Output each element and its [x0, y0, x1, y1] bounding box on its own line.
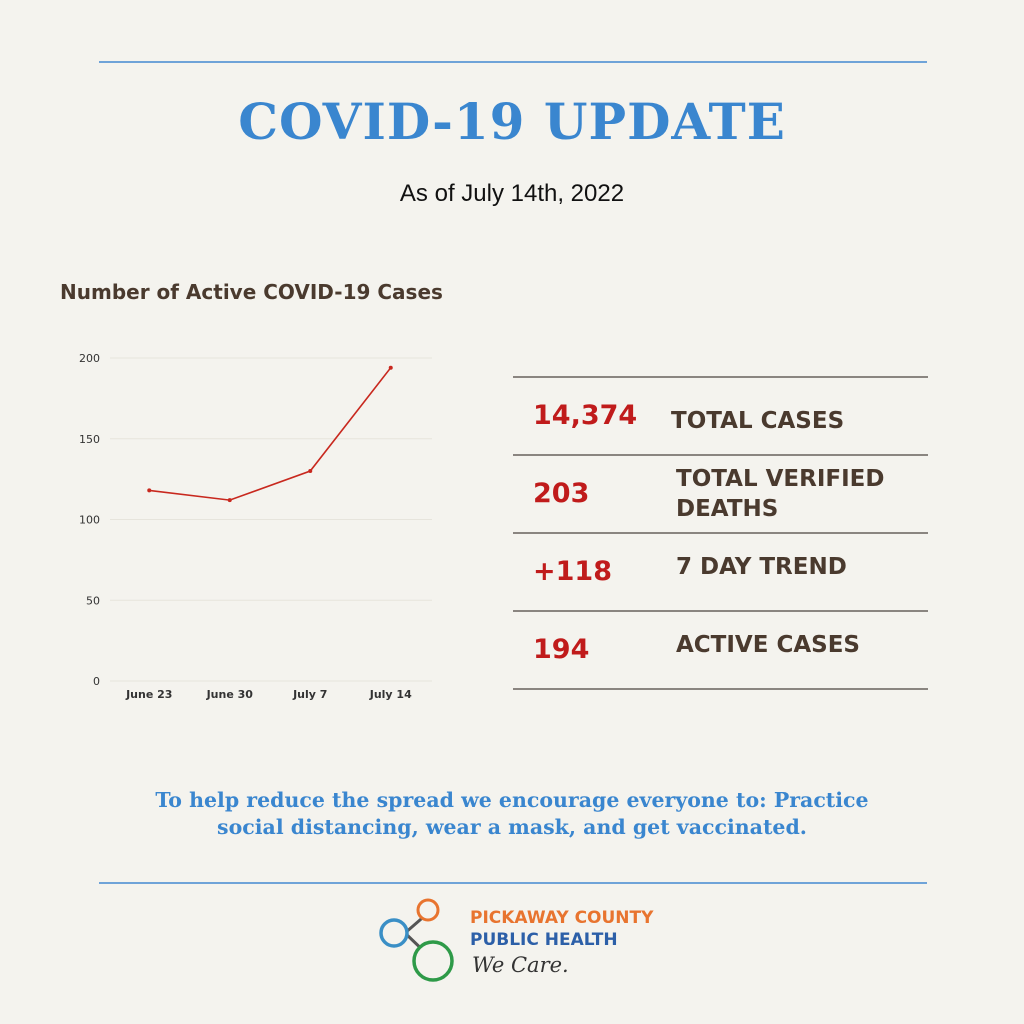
series-line [149, 367, 392, 501]
stat-total-cases: 14,374 TOTAL CASES [513, 376, 928, 454]
stat-label: 7 DAY TREND [676, 554, 847, 580]
top-divider [99, 61, 927, 63]
stat-label: TOTAL VERIFIED DEATHS [676, 466, 885, 522]
stat-total-deaths: 203 TOTAL VERIFIED DEATHS [513, 454, 928, 532]
logo-tagline: We Care. [472, 953, 569, 977]
page-title: COVID-19 UPDATE [238, 92, 786, 151]
y-tick-label: 50 [86, 594, 100, 607]
data-point [227, 498, 232, 503]
health-dept-logo-icon [379, 898, 454, 982]
stat-label: ACTIVE CASES [676, 632, 860, 658]
stat-value: 203 [533, 478, 590, 509]
stat-label: TOTAL CASES [671, 408, 845, 434]
data-point [147, 488, 152, 493]
x-tick-label: July 14 [369, 688, 412, 701]
stat-seven-day-trend: +118 7 DAY TREND [513, 532, 928, 610]
stats-panel: 14,374 TOTAL CASES 203 TOTAL VERIFIED DE… [513, 376, 928, 690]
x-tick-label: June 30 [206, 688, 254, 701]
bottom-divider [99, 882, 927, 884]
prevention-message: To help reduce the spread we encourage e… [155, 788, 869, 839]
chart-title: Number of Active COVID-19 Cases [60, 280, 443, 304]
active-cases-chart: 0 50 100 150 200 June 23 June 30 July 7 July 14 [79, 352, 432, 701]
x-tick-label: June 23 [125, 688, 172, 701]
y-tick-label: 150 [79, 433, 100, 446]
stat-value: +118 [533, 556, 612, 587]
stat-value: 194 [533, 634, 590, 665]
y-tick-label: 100 [79, 514, 100, 527]
y-tick-label: 200 [79, 352, 100, 365]
y-tick-label: 0 [93, 675, 100, 688]
stat-value: 14,374 [533, 400, 638, 431]
page-subtitle: As of July 14th, 2022 [399, 180, 625, 207]
stat-active-cases: 194 ACTIVE CASES [513, 610, 928, 690]
x-tick-label: July 7 [292, 688, 327, 701]
data-point [388, 365, 393, 370]
logo-org-line1: PICKAWAY COUNTY [470, 908, 654, 928]
logo-org-line2: PUBLIC HEALTH [470, 930, 618, 950]
data-point [308, 469, 313, 474]
